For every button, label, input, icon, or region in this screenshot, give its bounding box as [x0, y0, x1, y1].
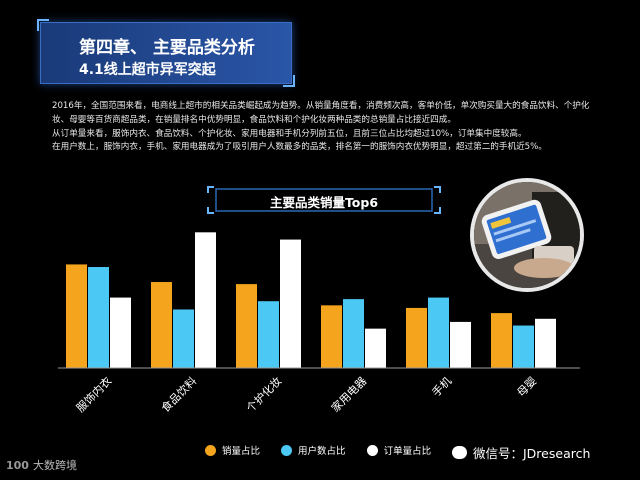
paragraph: 从订单量来看，服饰内衣、食品饮料、个护化妆、家用电器和手机分列前五位，且前三位占… — [52, 128, 527, 139]
brand-mark: 100 — [6, 459, 29, 472]
legend-swatch — [205, 444, 216, 456]
brand-name: 大数跨境 — [32, 459, 77, 472]
brand-logo: 100 大数跨境 — [6, 457, 77, 473]
bar-orders — [450, 321, 471, 368]
bar-users — [88, 267, 109, 368]
title-frame-corner — [434, 186, 441, 193]
chart-title: 主要品类销量Top6 — [269, 195, 379, 210]
legend: 销量占比 用户数占比 订单量占比 — [205, 443, 449, 457]
bar-sales — [406, 307, 427, 368]
legend-swatch — [366, 444, 378, 456]
x-tick-label: 家用电器 — [328, 374, 369, 415]
bar-sales — [66, 264, 87, 368]
bar-users — [343, 299, 364, 368]
bar-users — [173, 309, 194, 368]
chapter-title: 第四章、 主要品类分析 — [79, 38, 255, 58]
watermark-text: 微信号：JDresearch — [473, 446, 591, 461]
bar-users — [258, 301, 279, 368]
title-frame-box — [215, 188, 433, 212]
banner-corner — [37, 19, 49, 31]
x-tick-labels: 服饰内衣 食品饮料 个护化妆 家用电器 手机 母婴 — [73, 374, 539, 415]
legend-item-users: 用户数占比 — [281, 443, 346, 457]
legend-item-sales: 销量占比 — [205, 443, 260, 457]
body-text: 2016年，全国范围来看，电商线上超市的相关品类崛起成为趋势。从销量角度看，消费… — [52, 100, 602, 155]
title-frame-corner — [207, 207, 214, 214]
chart-title-box: 主要品类销量Top6 — [208, 187, 440, 213]
bar-sales — [151, 282, 172, 368]
x-tick-label: 服饰内衣 — [73, 374, 114, 415]
legend-label: 销量占比 — [222, 446, 261, 457]
bar-sales — [491, 313, 512, 368]
bar-orders — [365, 328, 386, 368]
bar-orders — [280, 239, 301, 368]
legend-label: 用户数占比 — [298, 446, 346, 457]
x-tick-label: 食品饮料 — [158, 374, 199, 415]
bar-orders — [535, 318, 556, 368]
title-banner: 第四章、 主要品类分析 4.1线上超市异军突起 — [37, 19, 295, 87]
title-frame-corner — [207, 186, 214, 193]
bar-users — [513, 325, 534, 368]
bar-orders — [110, 297, 131, 368]
bar-sales — [321, 305, 342, 368]
legend-item-orders: 订单量占比 — [366, 443, 432, 457]
wechat-icon — [452, 446, 467, 459]
section-title: 4.1线上超市异军突起 — [79, 62, 216, 78]
bars-group — [66, 232, 556, 368]
chart-title-frame — [207, 186, 441, 214]
title-frame-corner — [434, 207, 441, 214]
x-tick-label: 手机 — [429, 374, 454, 399]
bar-sales — [236, 284, 257, 368]
paragraph: 在用户数上，服饰内衣，手机、家用电器成为了吸引用户人数最多的品类，排名第一的服饰… — [52, 142, 547, 153]
watermark: 微信号：JDresearch — [452, 443, 590, 462]
x-tick-label: 母婴 — [515, 375, 540, 400]
x-tick-label: 个护化妆 — [243, 374, 284, 415]
banner-corner — [283, 75, 295, 87]
bar-orders — [195, 232, 216, 368]
legend-label: 订单量占比 — [383, 446, 432, 457]
paragraph: 2016年，全国范围来看，电商线上超市的相关品类崛起成为趋势。从销量角度看，消费… — [52, 101, 590, 125]
bar-users — [428, 297, 449, 368]
legend-swatch — [281, 444, 293, 456]
